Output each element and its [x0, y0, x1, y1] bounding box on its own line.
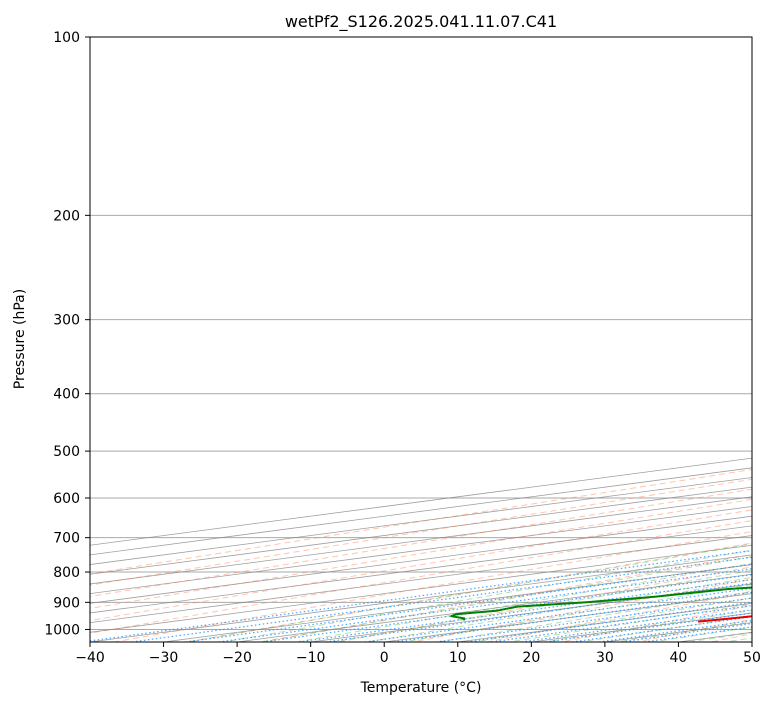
y-axis-label: Pressure (hPa)	[12, 289, 28, 389]
isotherm-line	[90, 525, 752, 614]
x-tick-label: 10	[449, 650, 467, 666]
chart-title: wetPf2_S126.2025.041.11.07.C41	[285, 12, 557, 32]
isotherm-line	[90, 477, 752, 565]
y-tick-label: 200	[53, 208, 80, 224]
y-tick-label: 100	[53, 30, 80, 46]
moist-adiabat-line	[334, 569, 752, 642]
isotherm-line	[90, 506, 752, 595]
x-tick-label: 20	[522, 650, 540, 666]
x-axis-ticks: −40 −30 −20 −10 0 10 20 30 40 50	[75, 642, 761, 666]
y-tick-label: 500	[53, 444, 80, 460]
moist-adiabat-line	[226, 549, 752, 642]
x-tick-label: −30	[149, 650, 179, 666]
dry-adiabat-line	[114, 531, 752, 642]
mixing-ratio-line	[262, 573, 752, 642]
x-tick-label: −10	[296, 650, 326, 666]
y-tick-label: 900	[53, 595, 80, 611]
isobar-grid	[90, 37, 752, 630]
x-tick-label: 30	[596, 650, 614, 666]
mixing-ratio-line	[325, 582, 752, 642]
y-tick-label: 400	[53, 387, 80, 403]
isotherm-line	[90, 486, 752, 575]
dry-adiabat-line	[90, 509, 752, 622]
dry-adiabat-line	[90, 468, 752, 575]
plot-area: -100-90-80-70-60-50-40-30-20-100.10.20.4…	[90, 37, 752, 642]
isotherm-line	[90, 496, 752, 585]
x-tick-label: 50	[743, 650, 761, 666]
isotherm-line	[90, 457, 752, 546]
dry-adiabat-line	[90, 520, 752, 634]
x-tick-label: 0	[380, 650, 389, 666]
x-tick-label: −20	[222, 650, 252, 666]
y-tick-label: 800	[53, 565, 80, 581]
y-axis-ticks: 100 200 300 400 500 600 700 800 900 1000	[44, 30, 90, 638]
x-axis-label: Temperature (°C)	[360, 680, 482, 696]
moist-adiabat-line	[476, 597, 752, 642]
y-tick-label: 600	[53, 491, 80, 507]
dry-adiabats	[90, 468, 752, 642]
mixing-ratio-line	[90, 550, 752, 642]
moist-adiabat-line	[405, 583, 752, 642]
y-tick-label: 700	[53, 531, 80, 547]
isotherm-line	[90, 515, 752, 604]
moist-adiabat-line	[189, 543, 752, 642]
moist-adiabat-line	[298, 562, 752, 642]
isotherm-line	[90, 535, 752, 624]
x-tick-label: −40	[75, 650, 105, 666]
mixing-ratio-line	[218, 568, 752, 642]
isotherm-line	[90, 467, 752, 556]
y-tick-label: 1000	[44, 622, 80, 638]
mixing-ratio-line	[298, 578, 752, 642]
moist-adiabats	[189, 543, 752, 642]
mixing-ratio-lines	[90, 550, 752, 642]
plot-frame	[89, 36, 753, 643]
y-tick-label: 300	[53, 313, 80, 329]
isotherm-grid	[90, 457, 752, 642]
x-tick-label: 40	[670, 650, 688, 666]
